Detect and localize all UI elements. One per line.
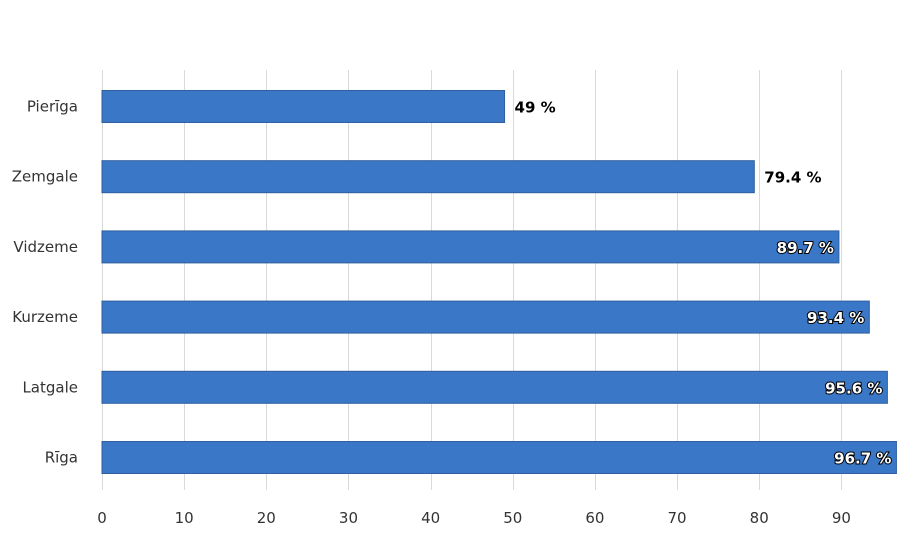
data-label: 96.7 % (834, 450, 891, 468)
bars (101, 90, 897, 474)
data-label: 95.6 % (825, 379, 882, 397)
x-tick-label: 60 (585, 509, 604, 527)
x-tick-label: 20 (257, 509, 276, 527)
x-tick-label: 10 (175, 509, 194, 527)
x-tick-label: 50 (503, 509, 522, 527)
bar (101, 370, 888, 404)
category-label: Latgale (22, 378, 78, 396)
x-axis-tick-labels: 0 10 20 30 40 50 60 70 80 90 (97, 509, 851, 527)
x-tick-label: 0 (97, 509, 107, 527)
data-label: 93.4 % (807, 309, 864, 327)
bar (101, 441, 897, 474)
category-labels: Pierīga Zemgale Vidzeme Kurzeme Latgale Rīga (12, 98, 78, 467)
bar (101, 300, 870, 334)
data-labels: 49 % 79.4 % 89.7 % 93.4 % 95.6 % 96.7 % (515, 99, 893, 469)
x-tick-label: 90 (832, 509, 851, 527)
category-label: Rīga (45, 449, 78, 467)
category-label: Vidzeme (13, 238, 78, 256)
data-label: 79.4 % (764, 169, 821, 187)
x-tick-label: 30 (339, 509, 358, 527)
category-label: Zemgale (12, 168, 78, 186)
bar (101, 230, 840, 264)
data-label: 89.7 % (777, 239, 834, 257)
gridlines (102, 70, 842, 490)
x-tick-label: 70 (668, 509, 687, 527)
bar (101, 160, 755, 194)
x-tick-label: 40 (421, 509, 440, 527)
x-tick-label: 80 (750, 509, 769, 527)
category-label: Pierīga (27, 98, 78, 116)
bar (101, 90, 506, 123)
category-label: Kurzeme (12, 308, 78, 326)
data-label: 49 % (515, 99, 556, 117)
